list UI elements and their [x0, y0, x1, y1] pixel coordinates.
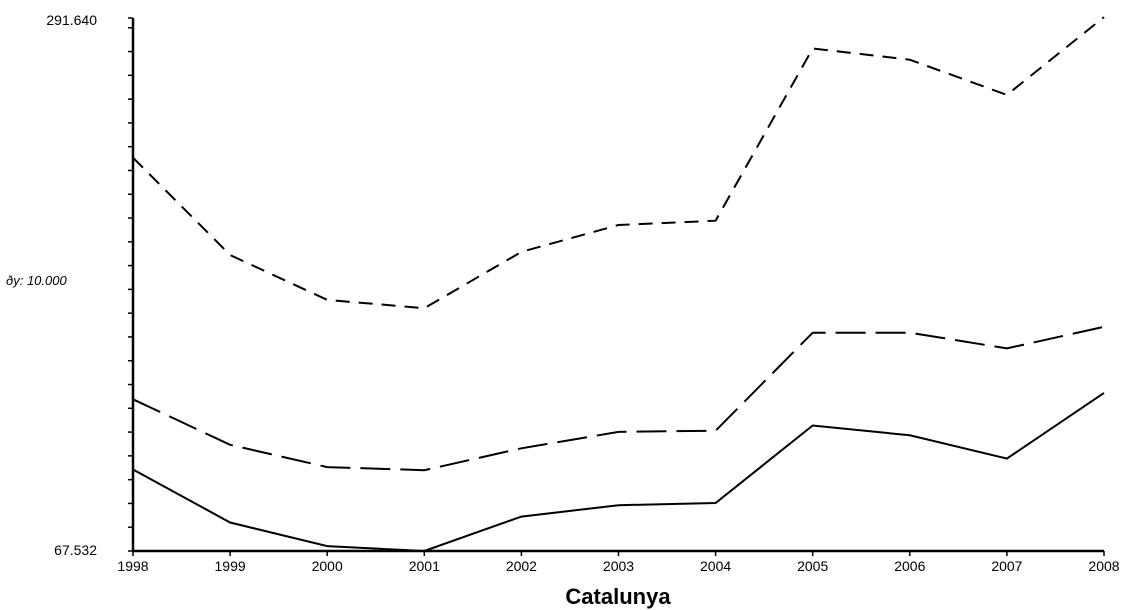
series-line-short-dash — [132, 16, 1105, 310]
y-step-label: ðy: 10.000 — [6, 273, 67, 288]
y-axis — [128, 17, 135, 552]
x-axis-title: Catalunya — [565, 584, 671, 609]
series-line-long-dash — [132, 325, 1105, 472]
series-lines — [132, 16, 1105, 553]
x-tick-label: 2008 — [1088, 558, 1119, 574]
x-tick-label: 2000 — [312, 558, 343, 574]
y-min-label: 67.532 — [54, 542, 97, 558]
x-tick-label: 2001 — [409, 558, 440, 574]
x-tick-label: 2004 — [700, 558, 731, 574]
x-tick-label: 2005 — [797, 558, 828, 574]
x-axis: 1998 1999 2000 2001 2002 2003 2004 2005 2006 2007… — [117, 549, 1120, 574]
x-tick-label: 2006 — [894, 558, 925, 574]
series-line-solid — [132, 392, 1105, 553]
x-tick-label: 2003 — [603, 558, 634, 574]
y-max-label: 291.640 — [46, 12, 97, 28]
x-tick-label: 1998 — [117, 558, 148, 574]
x-tick-label: 2002 — [506, 558, 537, 574]
x-tick-label: 2007 — [991, 558, 1022, 574]
x-tick-label: 1999 — [215, 558, 246, 574]
